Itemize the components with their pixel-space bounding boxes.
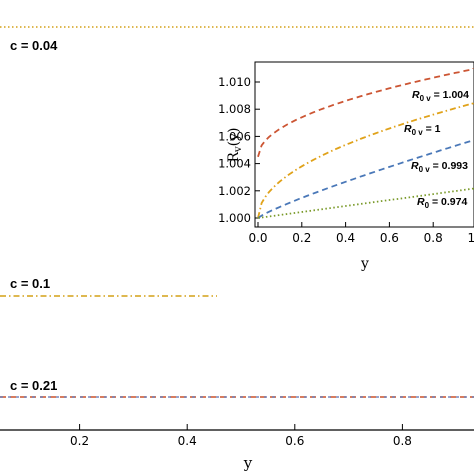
inset-series-line xyxy=(257,187,474,219)
inset-y-tick-label: 1.004 xyxy=(218,157,251,171)
inset-y-tick-label: 1.010 xyxy=(218,75,251,89)
inset-y-axis-label: Rv(y) xyxy=(226,127,244,162)
label-c-0-1: c = 0.1 xyxy=(10,276,50,291)
label-c-0-04: c = 0.04 xyxy=(10,38,58,53)
inset-legend-label: R0 = 0.974 xyxy=(417,196,467,210)
inset-background xyxy=(217,60,474,300)
inset-ticks: 0.0 0.2 0.4 0.6 0.8 1.0 1.000 1.002 1.004 1.006 1.… xyxy=(218,75,474,245)
inset-legend-label: R0 v = 0.993 xyxy=(411,160,468,174)
inset-series-line xyxy=(257,102,474,219)
inset-legend: R0 v = 1.004 R0 v = 1 R0 v = 0.993 R0 = 0.9… xyxy=(404,89,469,210)
inset-x-tick-label: 1.0 xyxy=(467,231,474,245)
label-c-0-21: c = 0.21 xyxy=(10,378,57,393)
inset-x-tick-label: 0.6 xyxy=(380,231,399,245)
main-x-tick-label: 0.2 xyxy=(70,434,89,448)
inset-frame xyxy=(254,61,474,228)
inset-x-axis-label: y xyxy=(360,256,369,272)
main-x-tick-label: 0.8 xyxy=(393,434,412,448)
inset-y-tick-label: 1.002 xyxy=(218,184,251,198)
inset-chart: 0.0 0.2 0.4 0.6 0.8 1.0 1.000 1.002 1.004 1.006 1.… xyxy=(217,60,474,300)
inset-x-tick-label: 0.8 xyxy=(424,231,443,245)
main-chart: 0.2 0.4 0.6 0.8 c = 0.04 c = 0.1 c = 0.21 y xyxy=(0,26,474,472)
inset-series xyxy=(257,68,474,219)
inset-x-tick-label: 0.0 xyxy=(248,231,267,245)
inset-y-tick-label: 1.006 xyxy=(218,129,251,143)
inset-x-tick-label: 0.2 xyxy=(292,231,311,245)
inset-x-tick-label: 0.4 xyxy=(336,231,355,245)
main-x-tick-label: 0.6 xyxy=(285,434,304,448)
inset-legend-label: R0 v = 1.004 xyxy=(412,89,469,103)
inset-series-line xyxy=(257,139,474,219)
main-x-ticks: 0.2 0.4 0.6 0.8 xyxy=(70,424,412,448)
main-x-tick-label: 0.4 xyxy=(178,434,197,448)
inset-y-tick-label: 1.008 xyxy=(218,102,251,116)
main-x-axis-label: y xyxy=(243,454,253,472)
inset-legend-label: R0 v = 1 xyxy=(404,123,441,137)
inset-series-line xyxy=(257,68,474,158)
inset-y-tick-label: 1.000 xyxy=(218,211,251,225)
